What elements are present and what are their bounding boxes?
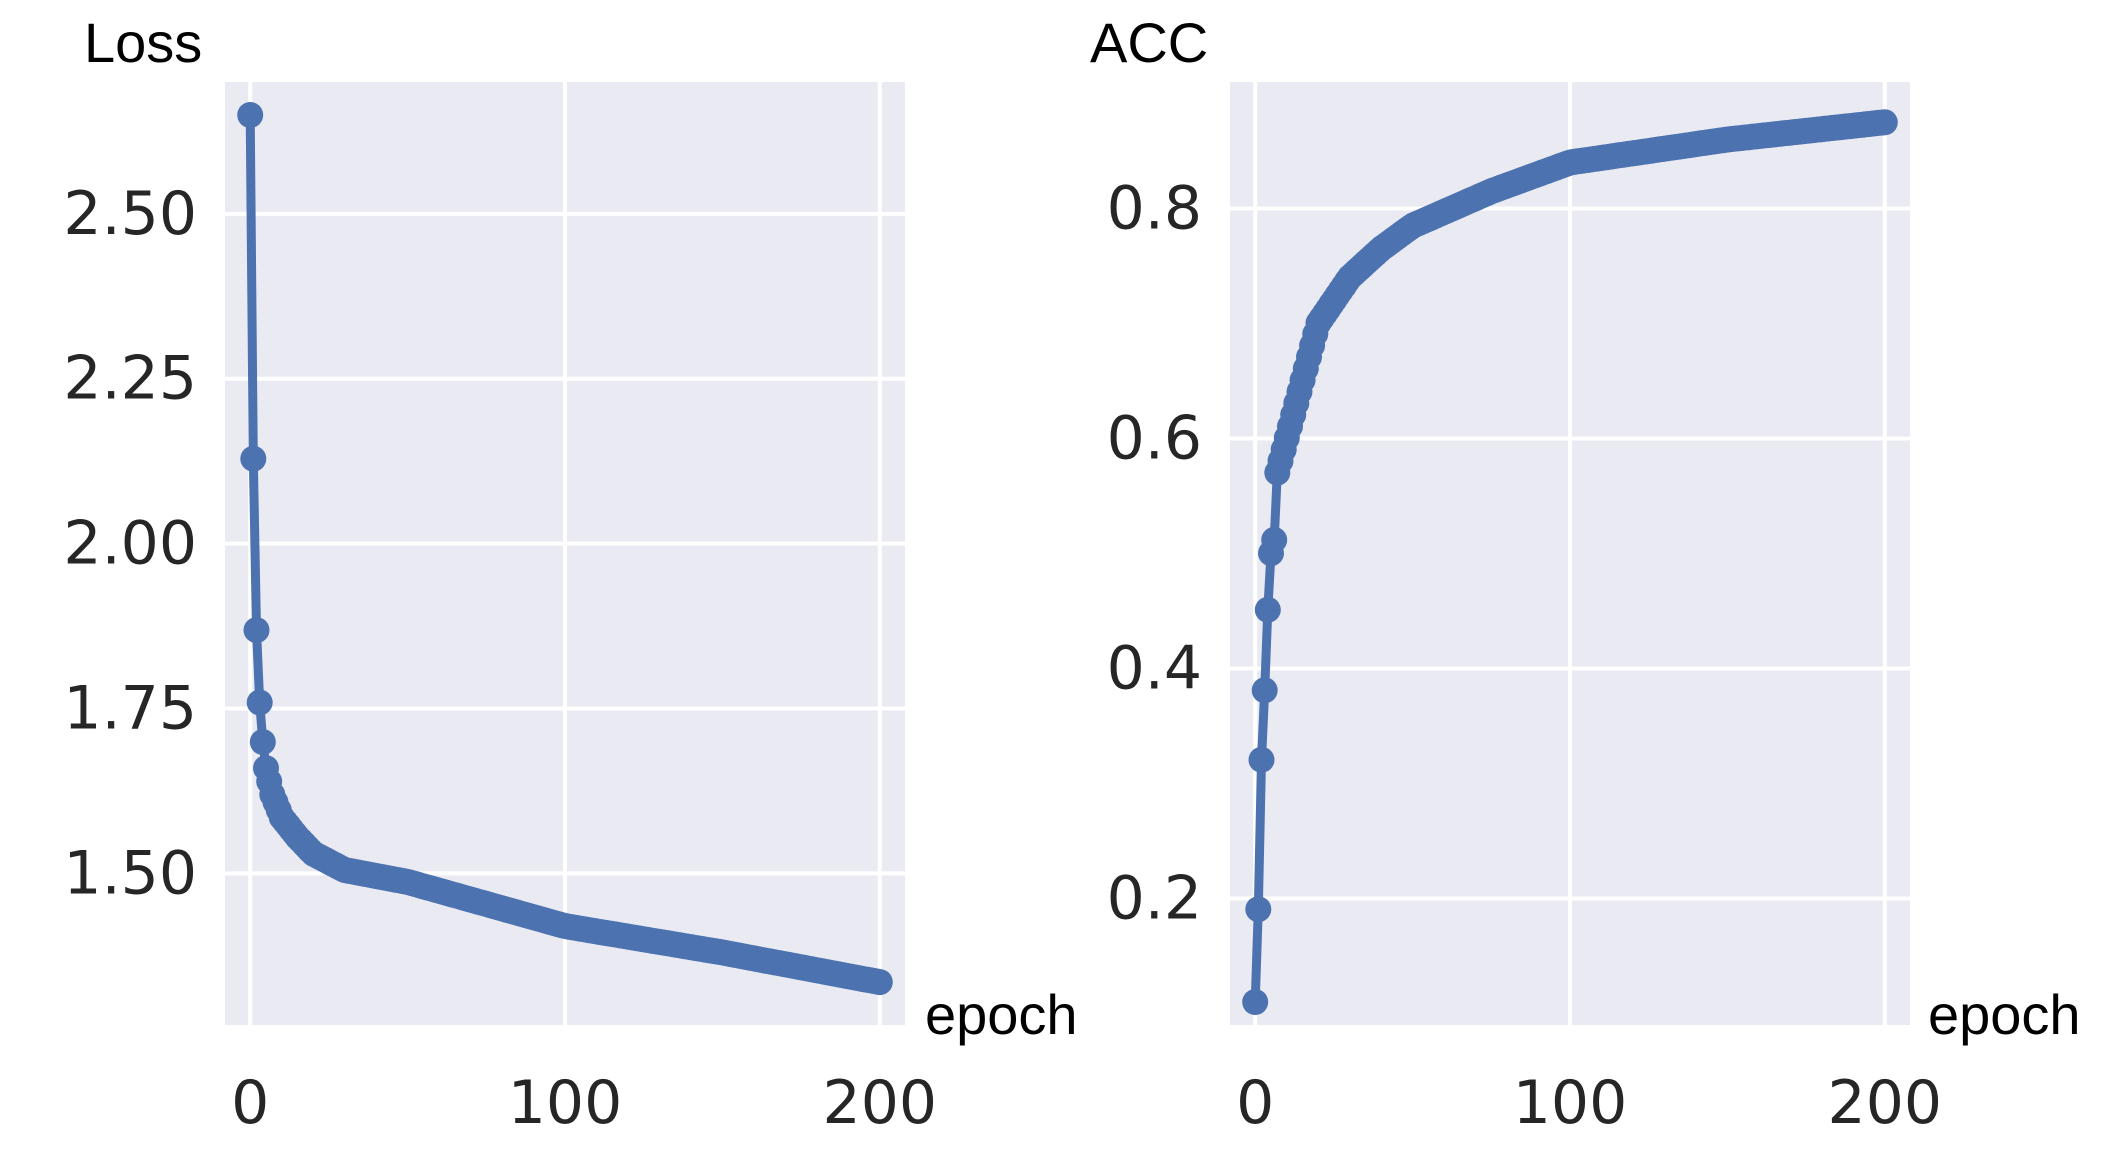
- x-tick-label: 200: [1828, 1068, 1943, 1138]
- loss-y-axis-label: Loss: [84, 11, 202, 74]
- x-tick-label: 100: [508, 1068, 623, 1138]
- acc-y-tick-labels: 0.2 0.4 0.6 0.8: [1107, 174, 1202, 934]
- loss-chart: 1.50 1.75 2.00 2.25 2.50 0 100 200 Loss epoch: [63, 11, 1077, 1138]
- x-tick-label: 0: [1236, 1068, 1274, 1138]
- y-tick-label: 0.4: [1107, 634, 1202, 704]
- x-tick-label: 0: [231, 1068, 269, 1138]
- loss-x-tick-labels: 0 100 200: [231, 1068, 937, 1138]
- data-point: [1251, 677, 1278, 704]
- y-tick-label: 1.50: [63, 838, 197, 908]
- x-tick-label: 100: [1513, 1068, 1628, 1138]
- data-point: [243, 617, 270, 644]
- loss-y-tick-labels: 1.50 1.75 2.00 2.25 2.50: [63, 179, 197, 908]
- acc-y-axis-label: ACC: [1090, 11, 1208, 74]
- data-point: [1242, 989, 1269, 1015]
- y-tick-label: 0.6: [1107, 404, 1202, 474]
- acc-series: [1242, 109, 1898, 1015]
- acc-chart: 0.2 0.4 0.6 0.8 0 100 200 ACC epoch: [1090, 11, 2081, 1138]
- y-tick-label: 2.25: [63, 344, 197, 414]
- data-point: [1245, 896, 1272, 923]
- y-tick-label: 1.75: [63, 673, 197, 743]
- data-point: [866, 969, 893, 996]
- loss-x-axis-label: epoch: [925, 983, 1078, 1046]
- data-point: [246, 689, 273, 716]
- data-point: [237, 102, 264, 128]
- data-point: [1254, 596, 1281, 623]
- y-tick-label: 2.50: [63, 179, 197, 249]
- x-tick-label: 200: [823, 1068, 938, 1138]
- acc-x-tick-labels: 0 100 200: [1236, 1068, 1942, 1138]
- acc-x-axis-label: epoch: [1928, 983, 2081, 1046]
- y-tick-label: 2.00: [63, 509, 197, 579]
- data-point: [240, 445, 267, 472]
- loss-series: [237, 102, 893, 996]
- data-point: [1261, 526, 1288, 553]
- data-point: [249, 729, 276, 755]
- data-point: [1248, 746, 1275, 773]
- y-tick-label: 0.8: [1107, 174, 1202, 244]
- y-tick-label: 0.2: [1107, 864, 1202, 934]
- data-point: [1871, 109, 1898, 136]
